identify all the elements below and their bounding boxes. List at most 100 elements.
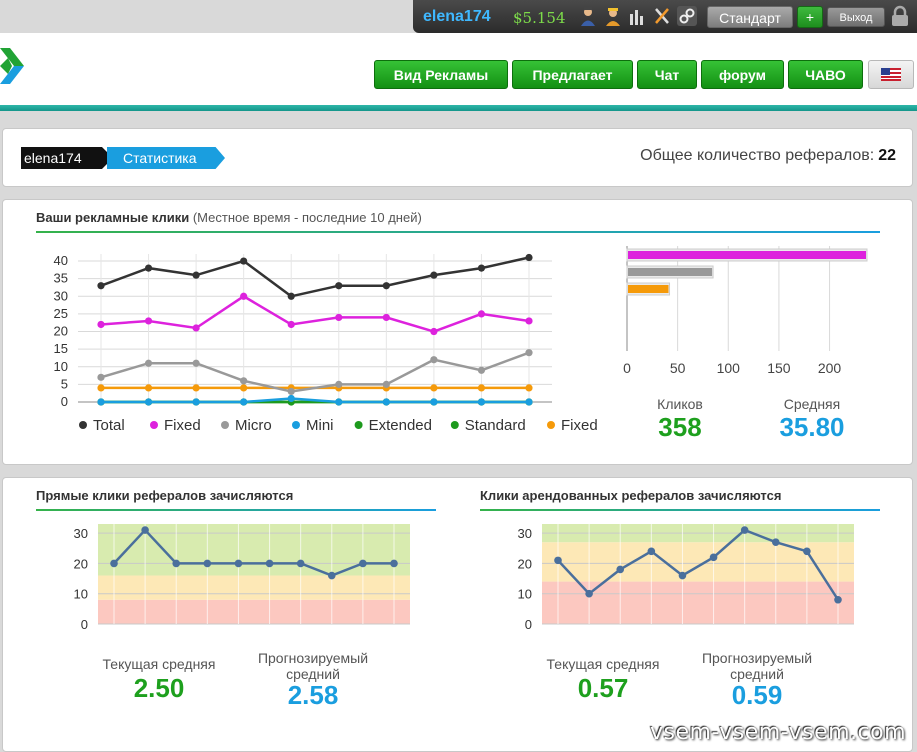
data-point (234, 559, 243, 568)
data-point (647, 547, 656, 556)
data-point (192, 271, 200, 279)
data-point (525, 349, 533, 357)
data-point (287, 387, 295, 396)
data-point (834, 595, 842, 604)
clicks-label: Кликов (657, 396, 703, 412)
data-point (97, 398, 105, 406)
data-point (335, 313, 343, 322)
data-point (192, 324, 200, 332)
tools-icon[interactable] (652, 6, 672, 26)
data-point (335, 282, 343, 290)
referrals-total-label: Общее количество рефералов: (640, 147, 875, 164)
data-point (287, 394, 295, 403)
data-point (144, 384, 153, 392)
data-point (477, 366, 486, 374)
threshold-band (98, 524, 410, 576)
data-point (616, 565, 625, 574)
data-point (97, 373, 105, 381)
direct-current-label: Текущая средняя (102, 656, 216, 672)
y-tick-label: 0 (525, 617, 532, 632)
legend-label: Fixed (561, 417, 598, 434)
data-point (430, 271, 438, 279)
data-point (144, 317, 153, 325)
site-logo[interactable] (0, 44, 24, 86)
data-point (430, 356, 438, 364)
legend-marker (547, 421, 555, 429)
nav-faq[interactable]: ЧАВО (788, 60, 863, 89)
rented-referrals-icon[interactable] (603, 6, 623, 26)
legend-label: Total (93, 417, 125, 434)
nav-ads[interactable]: Вид Рекламы (374, 60, 508, 89)
logout-button[interactable]: Выход (827, 7, 885, 27)
legend-marker (221, 421, 229, 429)
data-point (390, 559, 398, 568)
ad-clicks-bar-chart: 0 50 100 150 200 (623, 246, 868, 376)
y-tick-label: 40 (54, 253, 68, 268)
nav-offers[interactable]: Предлагает (512, 60, 633, 89)
link-icon[interactable] (677, 6, 697, 26)
y-tick-label: 0 (61, 394, 68, 409)
data-point (382, 313, 390, 322)
data-point (382, 398, 390, 406)
language-selector[interactable] (868, 60, 914, 89)
data-point (803, 547, 811, 556)
data-point (296, 559, 305, 568)
rented-forecast-label: Прогнозируемый средний (701, 650, 813, 682)
nav-forum[interactable]: форум (701, 60, 784, 89)
breadcrumb-page: Статистика (107, 147, 225, 169)
membership-button[interactable]: Стандарт (707, 6, 793, 28)
threshold-band (98, 599, 410, 624)
y-tick-label: 30 (74, 526, 88, 541)
y-tick-label: 10 (54, 359, 68, 374)
data-point (97, 320, 105, 329)
bar (628, 285, 669, 293)
legend-marker (79, 421, 87, 429)
data-point (554, 556, 562, 565)
data-point (430, 398, 438, 406)
data-point (477, 264, 486, 272)
rented-referrals-title: Клики арендованных рефералов зачисляются (480, 488, 782, 503)
data-point (172, 559, 181, 568)
data-point (110, 559, 118, 568)
data-point (144, 359, 153, 367)
stats-icon[interactable] (627, 6, 647, 26)
lock-icon[interactable] (889, 5, 911, 27)
y-tick-label: 35 (54, 271, 68, 286)
ad-clicks-title: Ваши рекламные клики (Местное время - по… (36, 210, 422, 225)
clicks-value: 358 (658, 412, 702, 442)
data-point (477, 398, 486, 406)
rented-referrals-underline (480, 509, 880, 511)
referrals-total: Общее количество рефералов: 22 (640, 147, 896, 165)
data-point (477, 384, 486, 392)
nav-chat[interactable]: Чат (637, 60, 697, 89)
y-tick-label: 10 (74, 587, 88, 602)
referrals-icon[interactable] (578, 6, 598, 26)
series-line (100, 294, 530, 333)
data-point (525, 317, 533, 325)
data-point (771, 538, 780, 546)
username[interactable]: elena174 (423, 8, 491, 25)
y-tick-label: 20 (54, 324, 68, 339)
data-point (335, 398, 343, 406)
x-tick-label: 150 (767, 360, 791, 376)
header-divider (0, 105, 917, 111)
data-point (265, 559, 274, 568)
breadcrumb-user[interactable]: elena174 (21, 147, 113, 169)
threshold-band (98, 575, 410, 600)
data-point (192, 359, 200, 367)
direct-forecast-value: 2.58 (287, 680, 339, 710)
rented-forecast-value: 0.59 (731, 680, 783, 710)
data-point (192, 384, 200, 392)
data-point (430, 327, 438, 336)
data-point (327, 571, 336, 580)
rented-current-value: 0.57 (577, 673, 629, 703)
data-point (382, 282, 390, 290)
x-tick-label: 200 (818, 360, 842, 376)
data-point (585, 589, 593, 598)
legend-marker (450, 421, 459, 429)
series-line (100, 351, 530, 393)
series-line (557, 528, 840, 601)
y-tick-label: 30 (54, 288, 68, 303)
data-point (477, 310, 486, 318)
upgrade-button[interactable]: + (797, 6, 823, 28)
